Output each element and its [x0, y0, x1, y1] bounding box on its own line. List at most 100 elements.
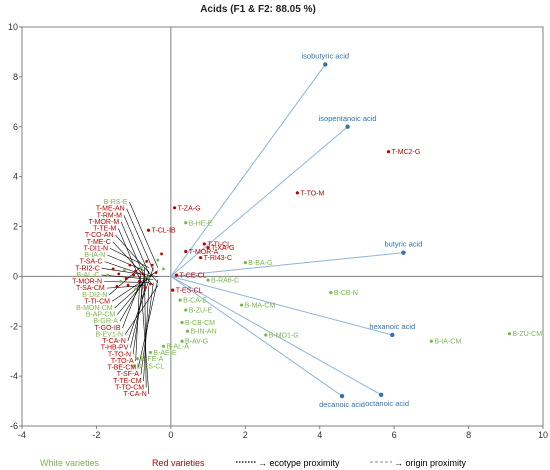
x-tick-label: 4: [317, 430, 322, 440]
leader-line: [143, 285, 150, 381]
point-label: B-EV1-N: [96, 331, 124, 338]
observation-point: [162, 267, 165, 271]
y-tick-label: 8: [13, 72, 18, 82]
observation-point: [206, 246, 210, 250]
observation-point: [134, 269, 137, 273]
point-label: B-AL-A: [166, 344, 189, 351]
observation-point: [134, 287, 137, 291]
leader-line: [129, 201, 159, 268]
y-tick-label: -2: [10, 321, 18, 331]
variable-point: [323, 62, 328, 67]
variable-point: [390, 332, 395, 338]
observation-point: [119, 279, 123, 283]
leader-line: [132, 273, 145, 355]
variable-point: [339, 393, 345, 399]
leader-line: [106, 285, 145, 289]
observation-point: [126, 283, 130, 287]
observation-point: [295, 191, 299, 195]
point-label: B-CA-E: [183, 298, 207, 305]
observation-point: [507, 332, 512, 336]
point-label: B-AV-G: [185, 339, 208, 346]
point-label: T-MC2-G: [392, 149, 421, 156]
leader-line: [107, 254, 145, 271]
point-label: B-HE-E: [189, 220, 213, 227]
observation-point: [171, 288, 175, 292]
observation-point: [150, 263, 154, 267]
variable-vector: [170, 275, 393, 336]
leader-line: [135, 276, 141, 361]
observation-point: [128, 263, 132, 267]
variable-point: [345, 124, 350, 129]
point-label: B-IA-N: [84, 252, 105, 259]
point-label: T-BE-CM: [107, 365, 136, 372]
observation-point: [243, 261, 247, 265]
point-label: B-ZU-E: [189, 308, 213, 315]
leader-line: [139, 270, 150, 395]
point-label: T-RM-M: [97, 212, 122, 219]
observation-point: [147, 276, 150, 280]
point-label: B-GR-A: [93, 318, 118, 325]
point-label: T-MOR-A: [189, 249, 219, 256]
variable-label: hexanoic acid: [369, 322, 415, 331]
observation-point: [186, 329, 190, 333]
legend-ecotype: → ecotype proximity: [258, 458, 340, 468]
y-tick-label: 10: [8, 22, 18, 32]
observation-point: [180, 339, 184, 343]
observation-point: [184, 249, 188, 254]
point-label: T-ZA-G: [178, 205, 201, 212]
x-tick-label: 2: [243, 430, 248, 440]
observation-point: [132, 364, 136, 368]
point-label: T-TE-CM: [113, 378, 142, 385]
legend-origin: → origin proximity: [394, 458, 467, 468]
observation-point: [146, 228, 151, 232]
point-label: B-CB-N: [334, 290, 358, 297]
point-label: T-TO-M: [300, 190, 324, 197]
observation-points: [106, 150, 512, 368]
point-label: B-ES-CL: [137, 364, 165, 371]
variable-label: decanoic acid: [319, 400, 365, 409]
observation-point: [124, 277, 128, 281]
x-tick-label: 8: [466, 430, 471, 440]
chart-title: Acids (F1 & F2: 88.05 %): [200, 4, 316, 15]
point-label: B-DI2-N: [82, 292, 107, 299]
point-label: T-ME-C: [87, 239, 111, 246]
observation-point: [135, 357, 139, 361]
legend: White varieties Red varieties → ecotype …: [40, 458, 467, 468]
variable-vector: [170, 252, 404, 277]
point-label: T-ME-AN: [96, 206, 125, 213]
legend-white: White varieties: [40, 458, 100, 468]
point-label: T-MOR-M: [88, 219, 119, 226]
point-label: T-DI1-N: [84, 245, 109, 252]
axes: [22, 27, 543, 426]
point-label: B-IA-CM: [434, 339, 461, 346]
observation-point: [329, 290, 333, 295]
variable-label: octanoic acid: [365, 399, 409, 408]
x-tick-label: -4: [18, 430, 26, 440]
observation-point: [161, 344, 166, 348]
y-tick-label: 0: [13, 271, 18, 281]
point-label: B-BA-G: [248, 260, 272, 267]
x-tick-label: 0: [168, 430, 173, 440]
leader-line: [126, 208, 154, 271]
observation-point: [172, 206, 177, 210]
leader-line: [119, 279, 145, 322]
point-label: B-ZU-CM: [513, 331, 543, 338]
point-label: B-RA6-C: [211, 278, 239, 285]
observation-point: [106, 273, 109, 277]
observation-point: [206, 278, 210, 282]
point-label: B-MA-CM: [245, 303, 276, 310]
point-label: T-ES-CL: [176, 288, 203, 295]
observation-point: [202, 242, 206, 246]
observation-point: [199, 256, 203, 260]
observation-point: [132, 273, 136, 277]
y-tick-label: 2: [13, 222, 18, 232]
observation-point: [154, 271, 158, 275]
observation-point: [178, 298, 182, 302]
point-label: B-FE-A: [140, 356, 163, 363]
observation-point: [239, 303, 244, 307]
observation-point: [137, 279, 141, 283]
variable-label: isopentanoic acid: [319, 114, 377, 123]
observation-point: [148, 282, 152, 286]
observation-point: [160, 252, 163, 256]
